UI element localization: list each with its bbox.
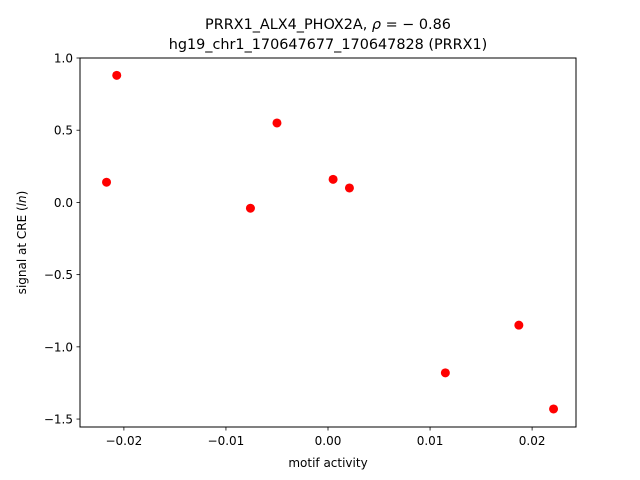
- x-tick-label: 0.02: [519, 434, 546, 448]
- data-point: [549, 404, 559, 414]
- plot-area-frame: [79, 57, 577, 428]
- x-tick-label: 0.00: [315, 434, 342, 448]
- y-tick-label: −1.0: [44, 340, 73, 354]
- data-point: [272, 118, 282, 128]
- y-tick-label: −1.5: [44, 413, 73, 427]
- chart-title-line2: hg19_chr1_170647677_170647828 (PRRX1): [169, 37, 488, 53]
- data-point: [440, 368, 450, 378]
- data-points: [102, 70, 559, 414]
- data-point: [112, 70, 122, 80]
- data-point: [245, 203, 255, 213]
- y-tick-label: 1.0: [54, 52, 73, 66]
- x-tick-label: −0.01: [208, 434, 245, 448]
- chart-title-line1: PRRX1_ALX4_PHOX2A, ρ = − 0.86: [205, 17, 451, 33]
- data-point: [328, 174, 338, 184]
- data-point: [102, 177, 112, 187]
- y-tick-label: 0.5: [54, 124, 73, 138]
- x-axis-label: motif activity: [288, 456, 367, 470]
- y-tick-label: 0.0: [54, 196, 73, 210]
- y-tick-label: −0.5: [44, 268, 73, 282]
- data-point: [344, 183, 354, 193]
- y-axis-label: signal at CRE (ln): [15, 191, 29, 295]
- x-tick-label: −0.02: [105, 434, 142, 448]
- x-tick-label: 0.01: [417, 434, 444, 448]
- axis-ticks: −0.02 −0.01 0.00 0.01 0.02 1.0 0.5 0.0 −0.5 −1.0 −…: [44, 52, 546, 449]
- data-point: [514, 320, 524, 330]
